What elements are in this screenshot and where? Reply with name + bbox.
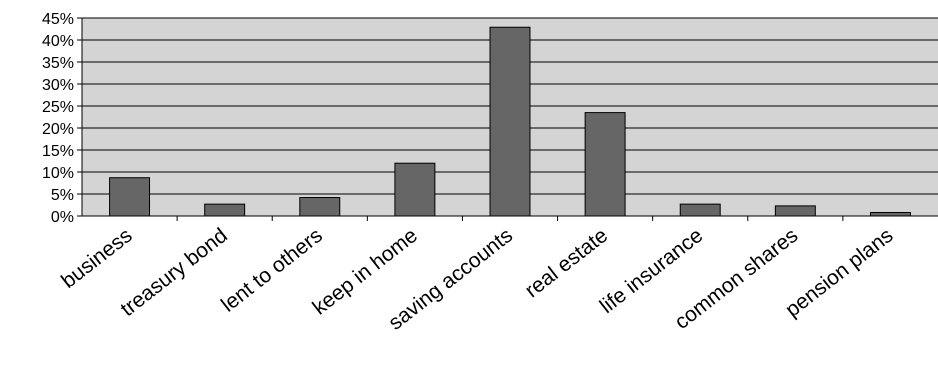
bar-keep-in-home xyxy=(394,162,436,217)
y-tick-label: 10% xyxy=(42,165,74,182)
bar-common-shares xyxy=(774,205,816,217)
bar-lent-to-others xyxy=(299,197,341,217)
y-tick-label: 0% xyxy=(51,209,74,226)
bar-life-insurance xyxy=(679,203,721,217)
y-tick-label: 20% xyxy=(42,121,74,138)
bar-saving-accounts xyxy=(489,26,531,217)
y-tick-label: 40% xyxy=(42,33,74,50)
bar-pension-plans xyxy=(869,211,911,217)
bar-real-estate xyxy=(584,112,626,217)
x-tick-label: real estate xyxy=(521,224,612,302)
y-tick-label: 5% xyxy=(51,187,74,204)
x-tick-label: business xyxy=(57,224,136,293)
y-tick-label: 15% xyxy=(42,143,74,160)
y-tick-label: 25% xyxy=(42,99,74,116)
y-tick-label: 35% xyxy=(42,55,74,72)
y-tick-label: 30% xyxy=(42,77,74,94)
y-axis-ticks: 0% 5% 10% 15% 20% 25% 30% 35% 40% 45% xyxy=(42,11,82,226)
bar-business xyxy=(109,177,151,217)
bars xyxy=(109,26,911,217)
bar-treasury-bond xyxy=(204,203,246,217)
y-tick-label: 45% xyxy=(42,11,74,28)
